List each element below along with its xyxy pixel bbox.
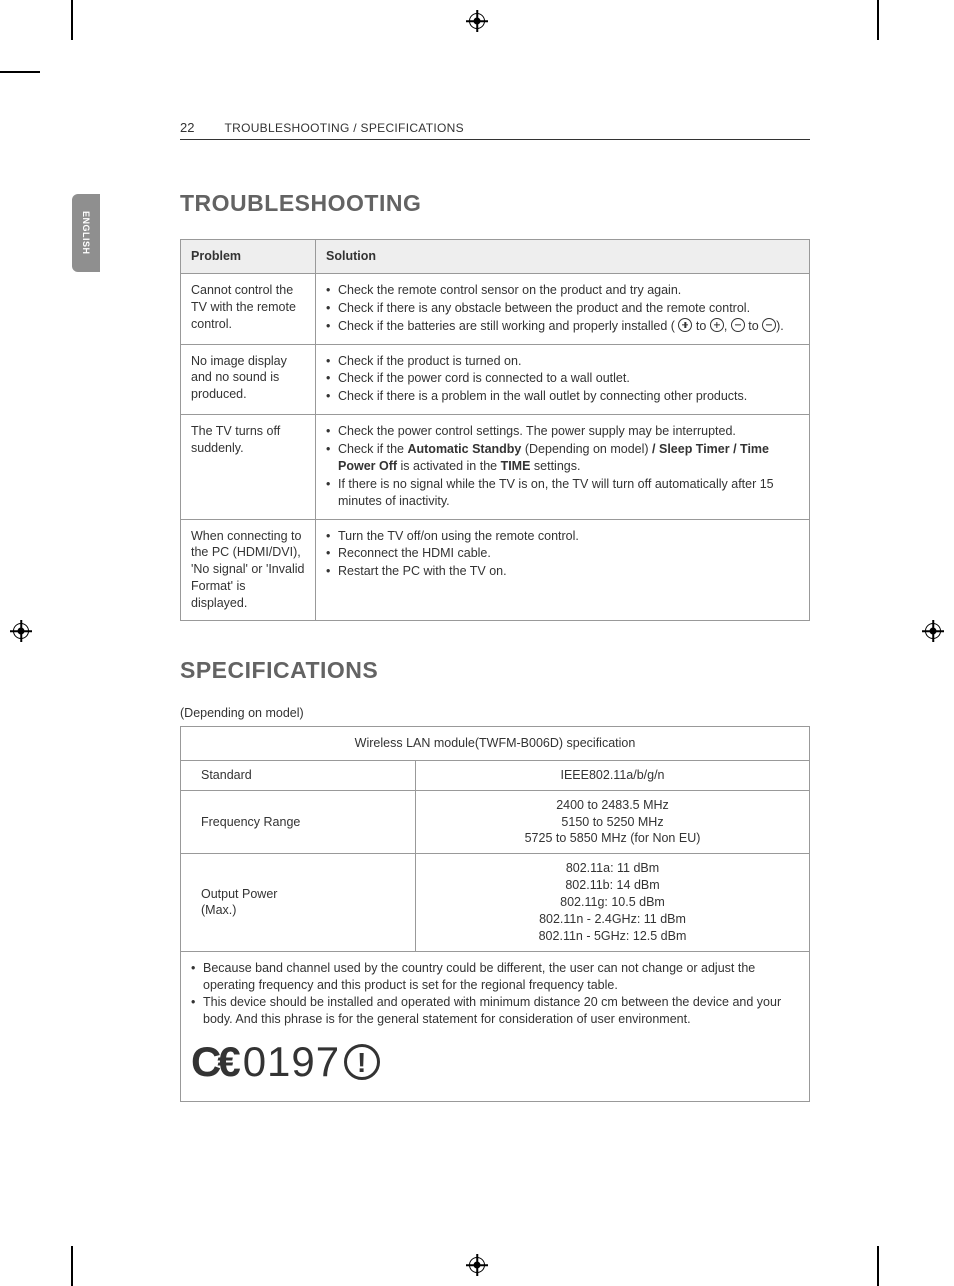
crop-mark bbox=[877, 0, 879, 40]
table-row: Frequency Range 2400 to 2483.5 MHz5150 t… bbox=[181, 790, 810, 854]
header-title: TROUBLESHOOTING / SPECIFICATIONS bbox=[224, 121, 463, 135]
page-number: 22 bbox=[180, 120, 194, 135]
table-row: No image display and no sound is produce… bbox=[181, 344, 810, 415]
solution-cell: Check if the product is turned on. Check… bbox=[316, 344, 810, 415]
problem-cell: Cannot control the TV with the remote co… bbox=[181, 273, 316, 344]
ce-icon: C€ bbox=[191, 1034, 237, 1091]
crop-mark bbox=[71, 1246, 73, 1286]
solution-item: Turn the TV off/on using the remote cont… bbox=[326, 528, 799, 545]
solution-item: Check if the product is turned on. bbox=[326, 353, 799, 370]
table-row: Output Power(Max.) 802.11a: 11 dBm802.11… bbox=[181, 854, 810, 951]
solution-item: Check the remote control sensor on the p… bbox=[326, 282, 799, 299]
registration-mark bbox=[466, 1254, 488, 1276]
spec-value: IEEE802.11a/b/g/n bbox=[416, 760, 810, 790]
specifications-table: Wireless LAN module(TWFM-B006D) specific… bbox=[180, 726, 810, 952]
plus-icon bbox=[678, 318, 692, 332]
solution-cell: Check the power control settings. The po… bbox=[316, 415, 810, 519]
table-row: Cannot control the TV with the remote co… bbox=[181, 273, 810, 344]
depending-note: (Depending on model) bbox=[180, 706, 810, 720]
registration-mark bbox=[922, 620, 944, 642]
language-label: ENGLISH bbox=[81, 211, 91, 255]
col-problem: Problem bbox=[181, 240, 316, 274]
solution-item: Check if the power cord is connected to … bbox=[326, 370, 799, 387]
language-tab: ENGLISH bbox=[72, 194, 100, 272]
solution-item: Check the power control settings. The po… bbox=[326, 423, 799, 440]
minus-icon bbox=[731, 318, 745, 332]
specifications-heading: SPECIFICATIONS bbox=[180, 657, 810, 684]
crop-mark bbox=[877, 1246, 879, 1286]
crop-mark bbox=[71, 0, 73, 40]
solution-cell: Check the remote control sensor on the p… bbox=[316, 273, 810, 344]
spec-value: 2400 to 2483.5 MHz5150 to 5250 MHz5725 t… bbox=[416, 790, 810, 854]
table-row: When connecting to the PC (HDMI/DVI), 'N… bbox=[181, 519, 810, 620]
solution-item: Reconnect the HDMI cable. bbox=[326, 545, 799, 562]
solution-item: Check if the Automatic Standby (Dependin… bbox=[326, 441, 799, 475]
problem-cell: The TV turns off suddenly. bbox=[181, 415, 316, 519]
solution-item: Check if there is any obstacle between t… bbox=[326, 300, 799, 317]
minus-icon bbox=[762, 318, 776, 332]
ce-mark: C€ 0197 ! bbox=[191, 1034, 799, 1091]
table-row: The TV turns off suddenly. Check the pow… bbox=[181, 415, 810, 519]
registration-mark bbox=[466, 10, 488, 32]
spec-notes: Because band channel used by the country… bbox=[180, 952, 810, 1102]
problem-cell: No image display and no sound is produce… bbox=[181, 344, 316, 415]
spec-label: Frequency Range bbox=[181, 790, 416, 854]
plus-icon bbox=[710, 318, 724, 332]
spec-note: Because band channel used by the country… bbox=[191, 960, 799, 994]
solution-item: Restart the PC with the TV on. bbox=[326, 563, 799, 580]
problem-cell: When connecting to the PC (HDMI/DVI), 'N… bbox=[181, 519, 316, 620]
ce-number: 0197 bbox=[243, 1034, 340, 1091]
alert-circle-icon: ! bbox=[344, 1044, 380, 1080]
col-solution: Solution bbox=[316, 240, 810, 274]
registration-mark bbox=[10, 620, 32, 642]
table-row: Standard IEEE802.11a/b/g/n bbox=[181, 760, 810, 790]
spec-label: Standard bbox=[181, 760, 416, 790]
running-header: 22 TROUBLESHOOTING / SPECIFICATIONS bbox=[180, 120, 810, 140]
page-content: 22 TROUBLESHOOTING / SPECIFICATIONS TROU… bbox=[180, 120, 810, 1102]
solution-item: If there is no signal while the TV is on… bbox=[326, 476, 799, 510]
solution-item: Check if the batteries are still working… bbox=[326, 318, 799, 335]
spec-value: 802.11a: 11 dBm802.11b: 14 dBm802.11g: 1… bbox=[416, 854, 810, 951]
solution-cell: Turn the TV off/on using the remote cont… bbox=[316, 519, 810, 620]
spec-note: This device should be installed and oper… bbox=[191, 994, 799, 1028]
spec-label: Output Power(Max.) bbox=[181, 854, 416, 951]
crop-mark bbox=[0, 71, 40, 73]
troubleshooting-table: Problem Solution Cannot control the TV w… bbox=[180, 239, 810, 621]
spec-table-title: Wireless LAN module(TWFM-B006D) specific… bbox=[181, 726, 810, 760]
solution-item: Check if there is a problem in the wall … bbox=[326, 388, 799, 405]
troubleshooting-heading: TROUBLESHOOTING bbox=[180, 190, 810, 217]
